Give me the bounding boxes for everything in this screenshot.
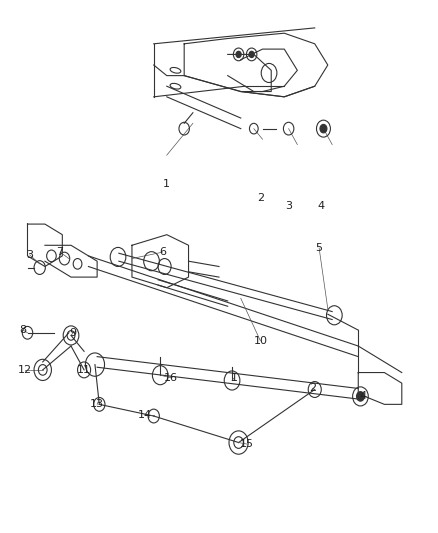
Text: 14: 14: [138, 410, 152, 420]
Text: 3: 3: [285, 201, 292, 211]
Text: 6: 6: [159, 247, 166, 257]
Text: 11: 11: [77, 365, 91, 375]
Circle shape: [320, 124, 327, 133]
Text: 15: 15: [240, 439, 254, 449]
Circle shape: [249, 51, 254, 58]
Circle shape: [236, 51, 241, 58]
Text: 9: 9: [70, 328, 77, 338]
Text: 16: 16: [164, 373, 178, 383]
Text: 8: 8: [20, 325, 27, 335]
Circle shape: [357, 392, 364, 401]
Text: 4: 4: [318, 201, 325, 211]
Text: 2: 2: [309, 383, 316, 393]
Text: 5: 5: [316, 243, 323, 253]
Text: 10: 10: [253, 336, 267, 346]
Text: 1: 1: [163, 179, 170, 189]
Text: 1: 1: [231, 373, 238, 383]
Text: 3: 3: [26, 250, 33, 260]
Text: 4: 4: [359, 391, 366, 401]
Text: 13: 13: [90, 399, 104, 409]
Text: 12: 12: [18, 365, 32, 375]
Text: 2: 2: [257, 192, 264, 203]
Text: 7: 7: [57, 247, 64, 257]
